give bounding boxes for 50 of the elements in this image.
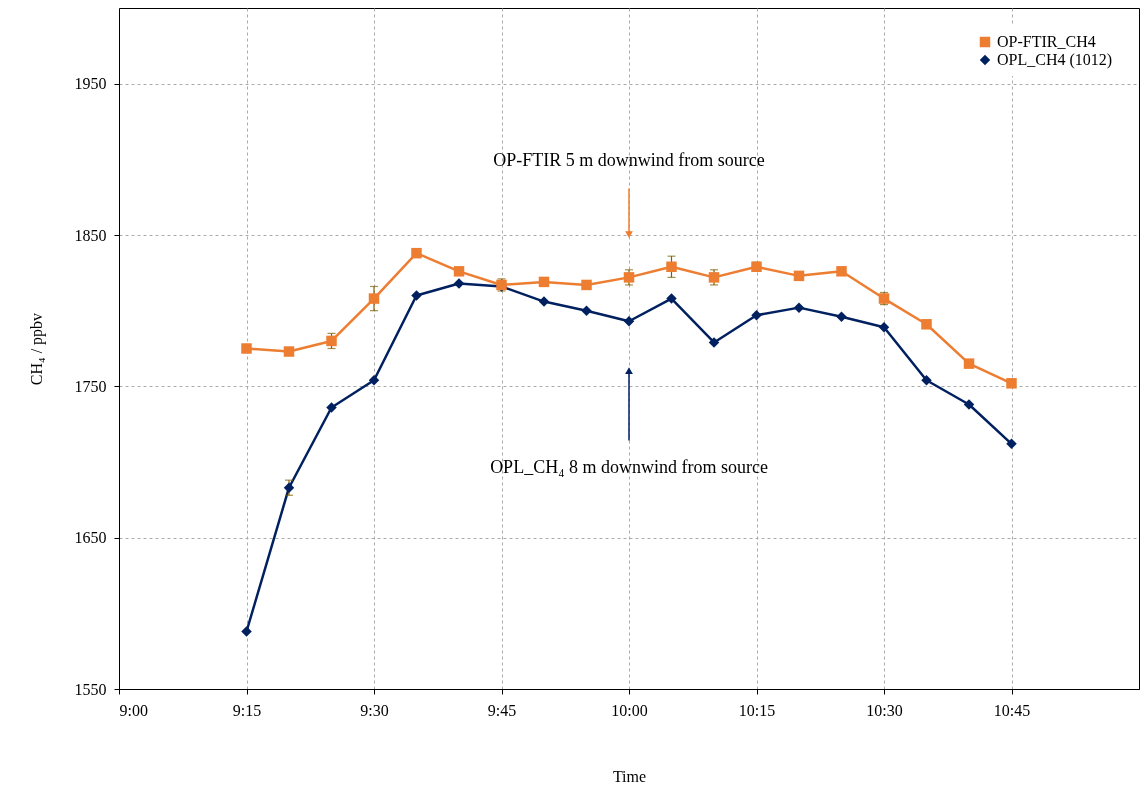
x-tick-label: 9:45 [487, 701, 517, 719]
point [921, 319, 932, 330]
legend-label: OPL_CH4 (1012) [997, 51, 1113, 69]
point [1006, 438, 1017, 450]
point [241, 343, 252, 354]
annotation: OPL_CH₄ 8 m downwind from source [490, 456, 768, 477]
point [453, 278, 465, 289]
point [666, 261, 677, 273]
legend-label: OP-FTIR_CH4 [997, 33, 1096, 50]
point [751, 261, 762, 273]
x-tick-label: 10:15 [738, 701, 776, 719]
point [708, 337, 720, 348]
y-tick-label: 1850 [74, 226, 107, 244]
y-axis-title: CH₄ / ppbv [27, 312, 46, 386]
point [581, 279, 592, 291]
x-tick-label: 9:00 [119, 701, 148, 719]
point [411, 290, 422, 301]
point [793, 302, 805, 313]
point [963, 358, 975, 369]
y-tick-label: 1750 [74, 377, 107, 395]
point [921, 375, 932, 386]
y-tick-label: 1650 [74, 529, 107, 547]
point [581, 305, 592, 316]
annotation: OP-FTIR 5 m downwind from source [493, 150, 765, 171]
point [836, 311, 847, 322]
point [453, 266, 465, 277]
x-tick-label: 9:30 [360, 701, 389, 719]
point [623, 316, 635, 327]
y-tick-label: 1950 [74, 75, 107, 93]
point [751, 309, 762, 321]
point [368, 293, 380, 304]
point [878, 322, 890, 333]
y-tick-label: 1550 [74, 680, 107, 698]
x-tick-label: 10:30 [866, 701, 903, 719]
x-tick-label: 10:45 [993, 701, 1031, 719]
point [666, 293, 677, 304]
point [793, 270, 805, 282]
point [963, 399, 975, 410]
point [326, 402, 337, 413]
point [411, 247, 422, 259]
point [1006, 378, 1017, 389]
point [283, 346, 295, 357]
point [368, 375, 380, 386]
point [836, 266, 847, 277]
point [241, 626, 252, 637]
point [538, 276, 550, 288]
x-tick-label: 9:15 [232, 701, 262, 719]
x-axis-title: Time [612, 767, 647, 785]
x-tick-label: 10:00 [611, 701, 648, 719]
point [538, 296, 550, 307]
